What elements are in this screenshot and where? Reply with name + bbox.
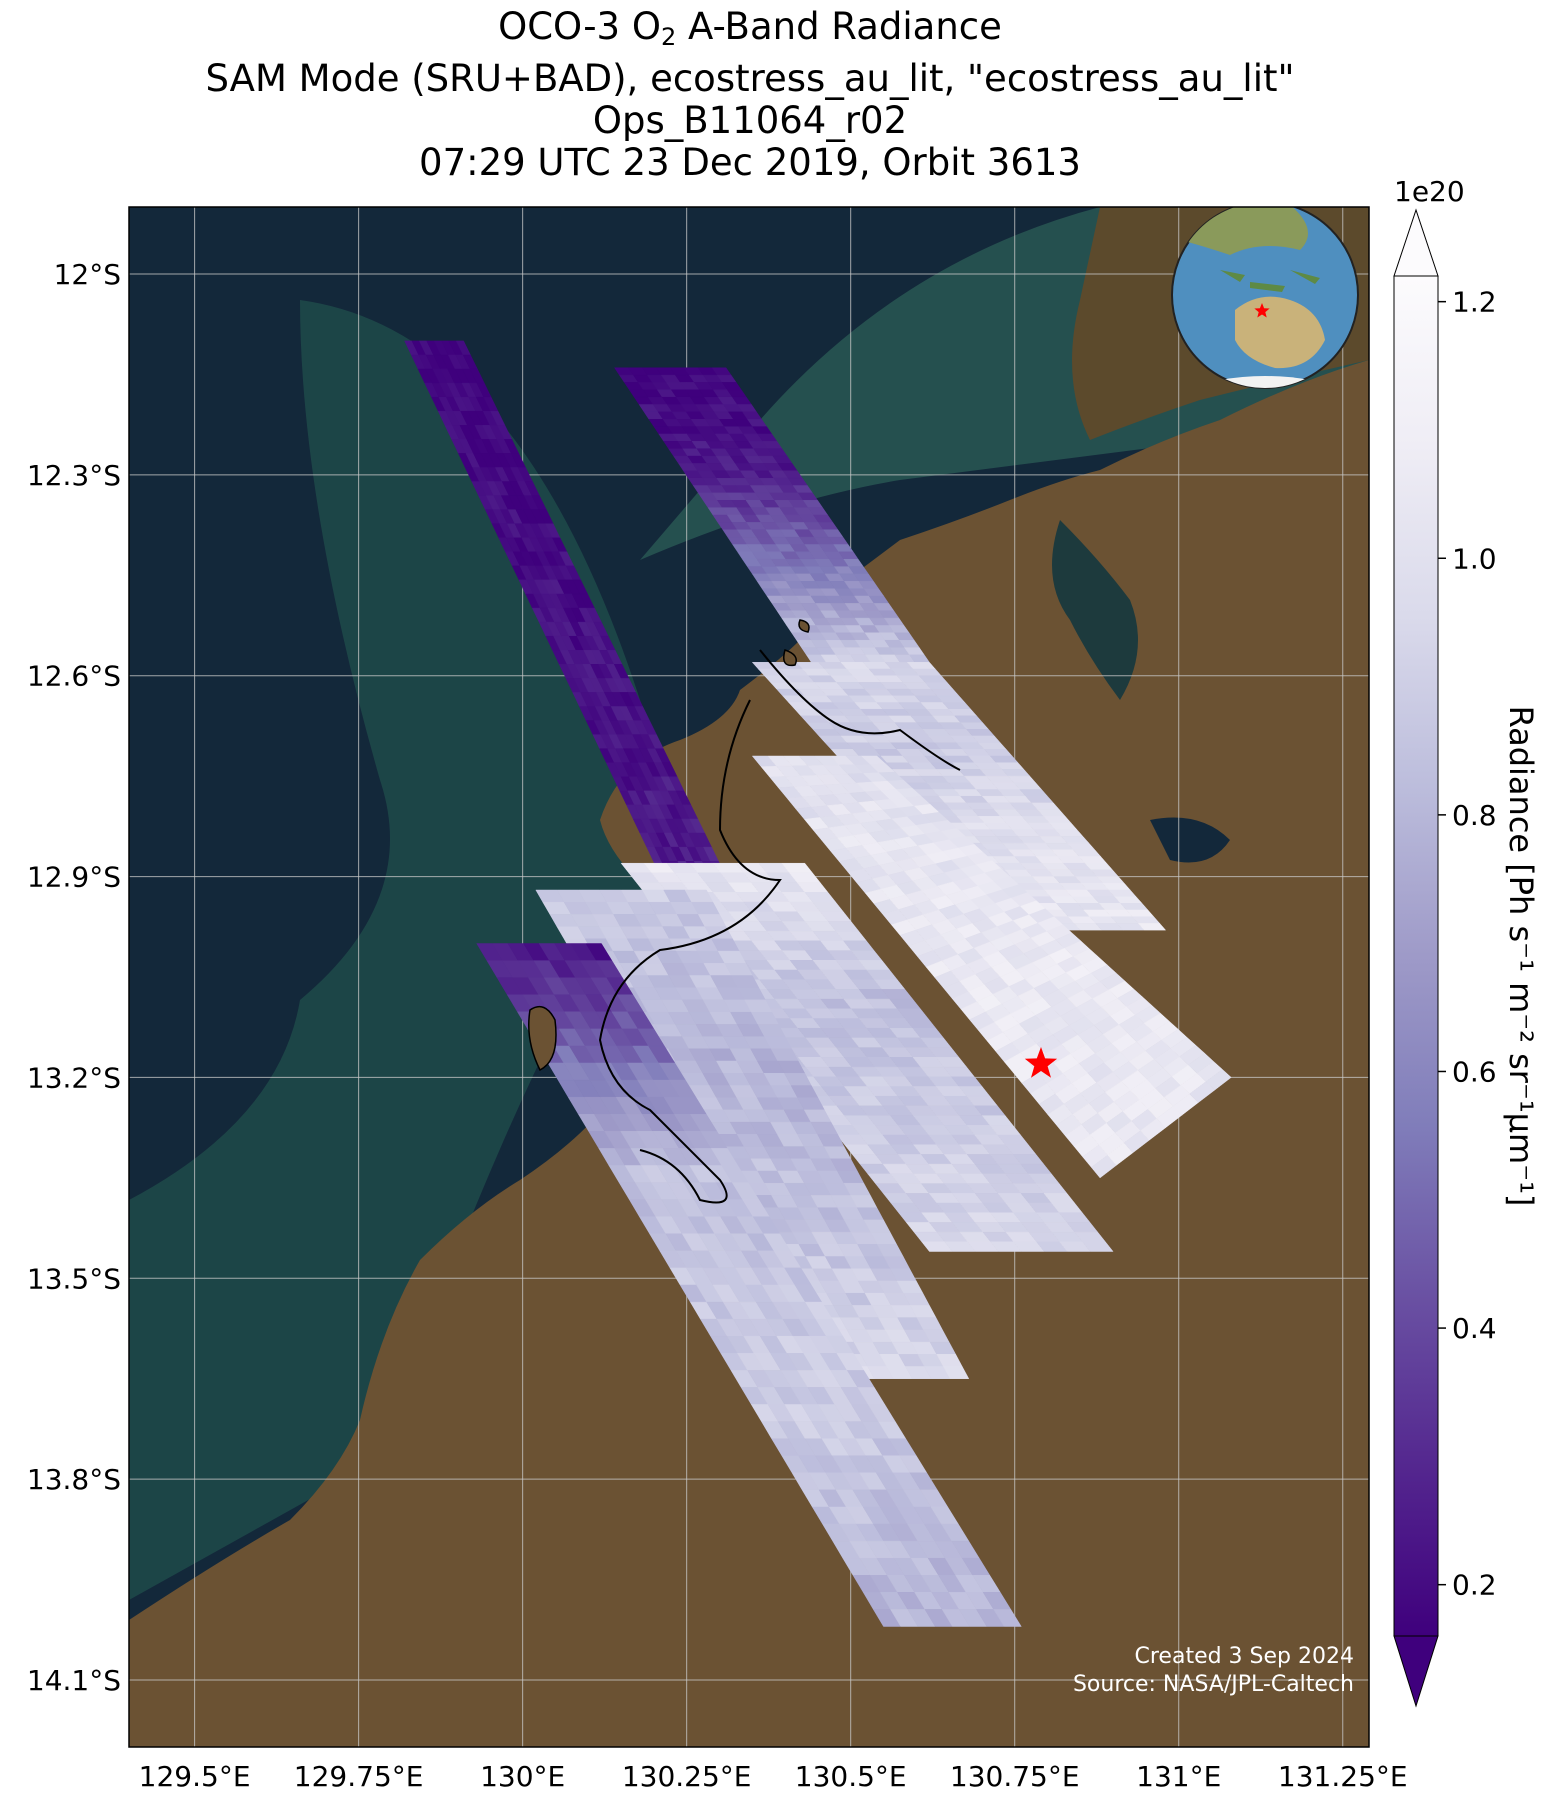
colorbar-tick-label: 1.2 bbox=[1452, 286, 1497, 319]
sounding-pixel bbox=[1137, 923, 1167, 931]
colorbar-extend-min bbox=[1393, 1635, 1439, 1708]
axis-tick-labels: 129.5°E 129.75°E 130°E 130.25°E 130.5°E 130.7… bbox=[27, 258, 1408, 1793]
coastal-island bbox=[528, 1005, 557, 1072]
globe-australia bbox=[1235, 296, 1325, 369]
colorbar-tick-label: 0.6 bbox=[1452, 1055, 1497, 1088]
lon-tick-label: 130.75°E bbox=[950, 1760, 1080, 1793]
title-line-2: SAM Mode (SRU+BAD), ecostress_au_lit, "e… bbox=[205, 57, 1295, 100]
target-star bbox=[1024, 1047, 1058, 1078]
reservoir bbox=[1150, 817, 1230, 863]
lon-tick-label: 130°E bbox=[480, 1760, 565, 1793]
sounding-pixel bbox=[1081, 1241, 1114, 1252]
darwin-harbour bbox=[1052, 520, 1138, 700]
lon-tick-label: 129.75°E bbox=[294, 1760, 424, 1793]
colorbar-tick-label: 0.4 bbox=[1452, 1312, 1497, 1345]
lat-tick-label: 12.3°S bbox=[27, 459, 121, 492]
colorbar-ticks: 0.2 0.4 0.6 0.8 1.0 1.2 bbox=[1438, 286, 1497, 1602]
title-line-4: 07:29 UTC 23 Dec 2019, Orbit 3613 bbox=[419, 141, 1081, 184]
sounding-swaths bbox=[404, 340, 1232, 1627]
colorbar-extend-max bbox=[1393, 208, 1439, 277]
colorbar-tick-label: 0.8 bbox=[1452, 799, 1497, 832]
lat-tick-label: 13.8°S bbox=[27, 1463, 121, 1496]
coastline bbox=[598, 649, 961, 1204]
figure-title: OCO-3 O2 A-Band Radiance SAM Mode (SRU+B… bbox=[0, 6, 1500, 184]
sounding-pixel bbox=[1205, 1069, 1232, 1091]
islands-northwest bbox=[783, 619, 810, 667]
colorbar-exponent: 1e20 bbox=[1394, 175, 1465, 208]
colorbar-label: Radiance [Ph s⁻¹ m⁻² sr⁻¹μm⁻¹] bbox=[1502, 706, 1540, 1207]
colorbar-tick-label: 0.2 bbox=[1452, 1569, 1497, 1602]
sounding-pixel bbox=[993, 1609, 1022, 1627]
lat-tick-label: 13.5°S bbox=[27, 1262, 121, 1295]
title-line-1: OCO-3 O2 A-Band Radiance bbox=[498, 5, 1002, 52]
lat-tick-label: 12.9°S bbox=[27, 861, 121, 894]
source-credit-text: Source: NASA/JPL-Caltech bbox=[1073, 1672, 1354, 1697]
lon-tick-label: 130.5°E bbox=[795, 1760, 907, 1793]
swath-2 bbox=[614, 367, 930, 663]
map-area[interactable]: Created 3 Sep 2024 Source: NASA/JPL-Calt… bbox=[129, 202, 1369, 1747]
lat-tick-label: 12.6°S bbox=[27, 660, 121, 693]
globe-indonesia bbox=[1220, 270, 1320, 292]
lon-tick-label: 130.25°E bbox=[622, 1760, 752, 1793]
swath-1 bbox=[404, 340, 740, 904]
globe-star-marker bbox=[1254, 303, 1270, 318]
continental-shelf bbox=[129, 300, 658, 1600]
lon-tick-label: 129.5°E bbox=[139, 1760, 251, 1793]
map-frame bbox=[128, 206, 1370, 1748]
lon-tick-label: 131°E bbox=[1136, 1760, 1221, 1793]
title-line-3: Ops_B11064_r02 bbox=[592, 99, 908, 142]
sounding-pixel bbox=[942, 1366, 970, 1379]
colorbar: 0.2 0.4 0.6 0.8 1.0 1.2 1e20 Radiance [Ph s⁻¹… bbox=[1393, 175, 1540, 1708]
colorbar-body bbox=[1393, 275, 1439, 1637]
created-date-text: Created 3 Sep 2024 bbox=[1135, 1644, 1355, 1669]
lon-tick-label: 131.25°E bbox=[1278, 1760, 1408, 1793]
lat-tick-label: 12°S bbox=[54, 258, 121, 291]
swath-4 bbox=[751, 755, 1232, 1179]
globe-antarctic-ice bbox=[1220, 376, 1310, 388]
lat-tick-label: 13.2°S bbox=[27, 1061, 121, 1094]
lat-tick-label: 14.1°S bbox=[27, 1664, 121, 1697]
colorbar-tick-label: 1.0 bbox=[1452, 542, 1497, 575]
target-star-marker[interactable] bbox=[1024, 1047, 1058, 1078]
swath-7 bbox=[476, 943, 1022, 1627]
